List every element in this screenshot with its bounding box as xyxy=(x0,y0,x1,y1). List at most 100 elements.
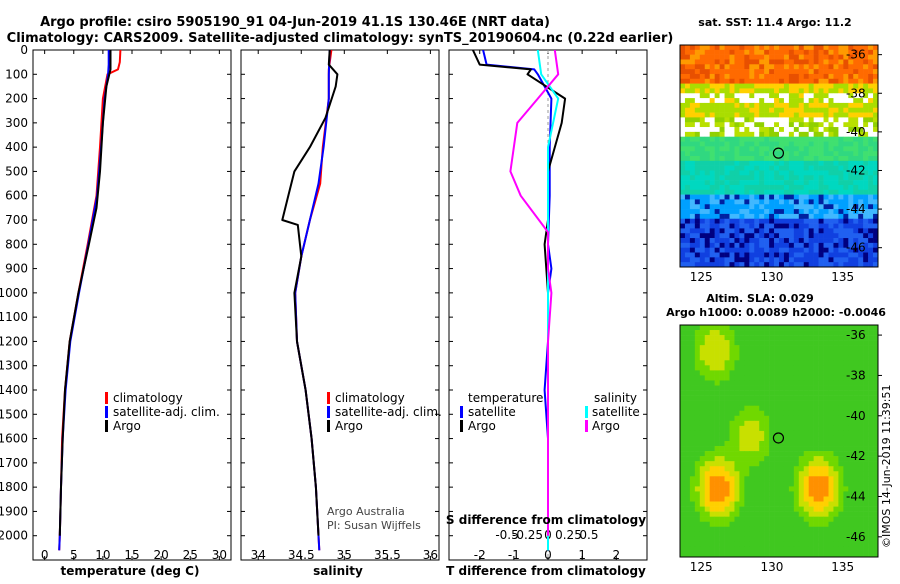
map-cell xyxy=(714,400,720,406)
map-cell xyxy=(719,170,725,176)
map-cell xyxy=(724,194,730,200)
map-cell xyxy=(838,541,844,548)
map-cell xyxy=(774,189,780,195)
legend-swatch-s-satellite xyxy=(585,406,588,418)
map-cell xyxy=(798,127,805,133)
map-cell xyxy=(759,501,765,507)
map-cell xyxy=(774,262,780,268)
map-cell xyxy=(798,117,805,123)
map-cell xyxy=(704,112,710,118)
map-cell xyxy=(749,370,755,376)
map-cell xyxy=(848,370,854,376)
map-cell xyxy=(680,390,686,396)
series-line-argo xyxy=(281,50,339,536)
legend-label-satellite: satellite-adj. clim. xyxy=(335,405,442,419)
map-cell xyxy=(828,136,834,142)
map-cell xyxy=(680,325,686,331)
map-cell xyxy=(828,204,834,210)
map-cell xyxy=(734,486,740,492)
map-cell xyxy=(719,131,725,137)
map-cell xyxy=(769,330,775,336)
map-cell xyxy=(704,471,710,477)
map-cell xyxy=(694,141,701,147)
map-cell xyxy=(739,54,745,60)
map-cell xyxy=(764,107,770,113)
map-cell xyxy=(833,501,839,507)
map-cell xyxy=(680,175,686,181)
map-cell xyxy=(803,223,809,229)
map-cell xyxy=(699,59,706,65)
map-cell xyxy=(808,370,814,376)
map-cell xyxy=(858,471,864,477)
map-cell xyxy=(699,175,706,181)
map-cell xyxy=(833,325,839,331)
map-cell xyxy=(754,156,760,162)
map-cell xyxy=(803,194,809,200)
map-cell xyxy=(694,136,701,142)
map-cell xyxy=(798,199,805,205)
map-cell xyxy=(759,350,765,356)
map-cell xyxy=(833,380,839,386)
depth-tick-label: 200 xyxy=(5,92,28,106)
map-cell xyxy=(793,252,800,258)
map-cell xyxy=(848,400,854,406)
map-cell xyxy=(779,481,785,487)
map-cell xyxy=(744,375,750,381)
map-cell xyxy=(739,156,745,162)
map-cell xyxy=(689,340,696,346)
map-cell xyxy=(680,83,686,89)
map-cell xyxy=(838,536,844,543)
map-cell xyxy=(868,551,874,558)
map-cell xyxy=(749,350,755,356)
map-cell xyxy=(823,340,829,346)
map-cell xyxy=(793,141,800,147)
map-cell xyxy=(689,165,696,171)
map-cell xyxy=(798,526,805,533)
map-cell xyxy=(744,345,750,351)
map-cell xyxy=(813,526,819,533)
map-cell xyxy=(818,213,824,220)
map-cell xyxy=(689,496,696,502)
map-cell xyxy=(783,107,790,113)
map-cell xyxy=(863,340,869,346)
map-cell xyxy=(769,375,775,381)
map-cell xyxy=(719,526,725,533)
map-cell xyxy=(779,165,785,171)
map-cell xyxy=(769,395,775,401)
map-cell xyxy=(828,491,834,497)
map-cell xyxy=(838,516,844,522)
map-cell xyxy=(783,491,790,497)
map-cell xyxy=(868,395,874,401)
map-cell xyxy=(779,461,785,467)
map-cell xyxy=(853,165,859,171)
map-cell xyxy=(868,127,874,133)
map-cell xyxy=(828,521,834,528)
map-cell xyxy=(724,54,730,60)
map-cell xyxy=(759,325,765,331)
map-cell xyxy=(704,54,710,60)
map-cell xyxy=(793,531,800,538)
map-cell xyxy=(754,420,760,427)
map-cell xyxy=(729,461,735,467)
map-y-tick-label: -36 xyxy=(846,48,866,62)
map-cell xyxy=(779,257,785,263)
map-cell xyxy=(749,435,755,442)
map-cell xyxy=(694,516,701,522)
map-cell xyxy=(818,233,824,239)
map-cell xyxy=(724,355,730,361)
map-cell xyxy=(813,531,819,538)
map-cell xyxy=(724,73,730,80)
map-cell xyxy=(858,223,864,229)
map-cell xyxy=(759,209,765,215)
map-cell xyxy=(793,526,800,533)
map-cell xyxy=(838,430,844,437)
map-cell xyxy=(759,430,765,437)
map-cell xyxy=(793,83,800,89)
map-cell xyxy=(803,486,809,492)
map-cell xyxy=(868,441,874,447)
map-cell xyxy=(808,400,814,406)
map-cell xyxy=(828,551,834,558)
map-cell xyxy=(749,45,755,51)
map-cell xyxy=(764,521,770,528)
map-cell xyxy=(754,461,760,467)
